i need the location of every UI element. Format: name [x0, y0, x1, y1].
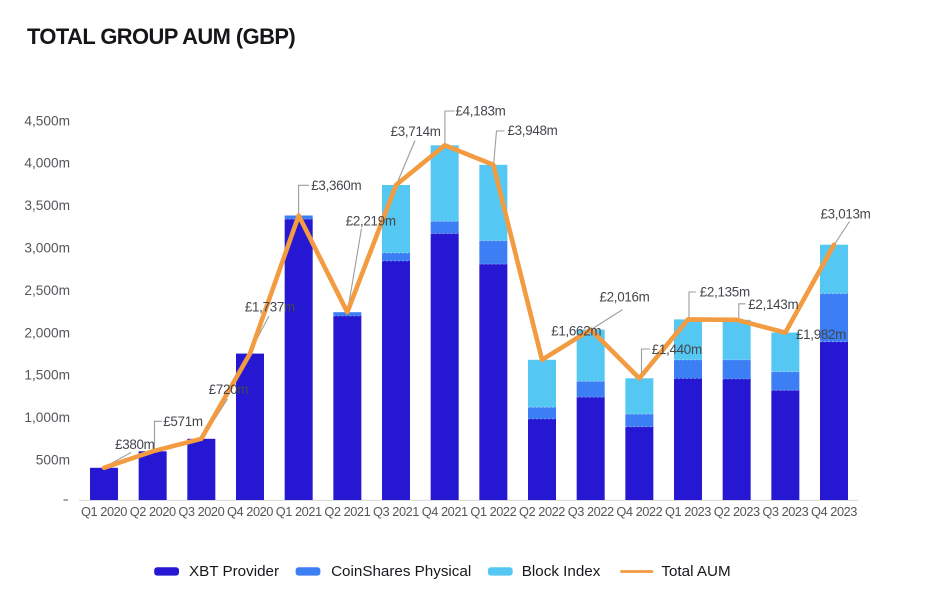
svg-text:£2,135m: £2,135m [700, 285, 750, 300]
svg-text:Q3 2022: Q3 2022 [568, 504, 614, 519]
svg-text:£720m: £720m [209, 382, 249, 397]
svg-text:£3,714m: £3,714m [391, 124, 441, 139]
svg-text:£3,013m: £3,013m [820, 206, 870, 221]
svg-text:Q2 2021: Q2 2021 [324, 504, 370, 519]
svg-text:500m: 500m [36, 453, 70, 468]
svg-text:Q3 2020: Q3 2020 [178, 504, 224, 519]
svg-text:£1,662m: £1,662m [551, 324, 601, 339]
svg-text:£1,737m: £1,737m [245, 300, 295, 315]
svg-text:£1,440m: £1,440m [652, 342, 702, 357]
svg-text:Q1 2021: Q1 2021 [276, 504, 322, 519]
svg-text:Q3 2021: Q3 2021 [373, 504, 419, 519]
svg-text:Q1 2022: Q1 2022 [470, 504, 516, 519]
svg-text:Q4 2020: Q4 2020 [227, 504, 273, 519]
svg-text:£2,143m: £2,143m [748, 297, 798, 312]
svg-text:4,500m: 4,500m [24, 113, 70, 128]
svg-text:Q2 2023: Q2 2023 [714, 504, 760, 519]
svg-text:Q2 2022: Q2 2022 [519, 504, 565, 519]
svg-text:£2,219m: £2,219m [346, 214, 396, 229]
svg-text:1,000m: 1,000m [24, 410, 70, 425]
svg-text:£2,016m: £2,016m [599, 290, 649, 305]
svg-text:Block Index: Block Index [522, 563, 601, 580]
svg-text:£571m: £571m [163, 414, 203, 429]
svg-text:Q4 2021: Q4 2021 [422, 504, 468, 519]
svg-text:£4,183m: £4,183m [455, 104, 505, 119]
svg-text:1,500m: 1,500m [24, 368, 70, 383]
svg-text:Q4 2022: Q4 2022 [616, 504, 662, 519]
svg-text:2,500m: 2,500m [24, 283, 70, 298]
svg-text:XBT Provider: XBT Provider [189, 563, 279, 580]
svg-text:Q1 2020: Q1 2020 [81, 504, 127, 519]
svg-text:Total AUM: Total AUM [661, 563, 730, 580]
svg-text:£3,360m: £3,360m [311, 178, 361, 193]
svg-text:3,000m: 3,000m [24, 241, 70, 256]
svg-text:£1,982m: £1,982m [796, 327, 846, 342]
svg-text:Q3 2023: Q3 2023 [762, 504, 808, 519]
svg-text:Q4 2023: Q4 2023 [811, 504, 857, 519]
svg-text:4,000m: 4,000m [24, 156, 70, 171]
svg-text:CoinShares Physical: CoinShares Physical [331, 563, 471, 580]
svg-text:2,000m: 2,000m [24, 325, 70, 340]
svg-text:Q1 2023: Q1 2023 [665, 504, 711, 519]
svg-text:£380m: £380m [115, 437, 155, 452]
svg-text:Q2 2020: Q2 2020 [130, 504, 176, 519]
svg-text:3,500m: 3,500m [24, 198, 70, 213]
svg-text:£3,948m: £3,948m [507, 123, 557, 138]
svg-text:TOTAL GROUP AUM (GBP): TOTAL GROUP AUM (GBP) [27, 24, 295, 49]
